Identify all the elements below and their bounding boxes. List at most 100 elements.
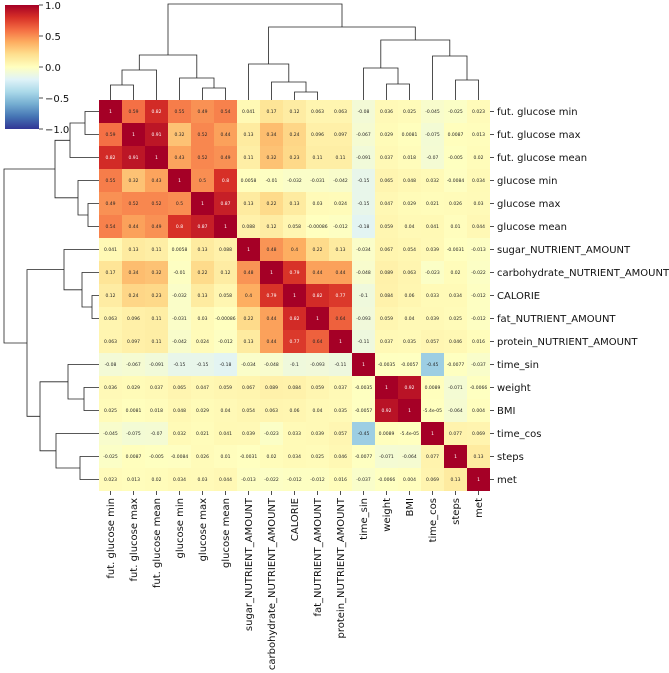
heatmap-cell-label: -0.064: [448, 408, 463, 414]
heatmap-cell: [329, 399, 352, 422]
heatmap-cell: [214, 123, 237, 146]
heatmap-cell: [283, 376, 306, 399]
heatmap-cell: [122, 215, 145, 238]
heatmap-cell-label: 0.4: [245, 293, 252, 299]
heatmap-cell: [283, 192, 306, 215]
heatmap-cell-label: 0.065: [380, 178, 393, 184]
heatmap-cell: [99, 307, 122, 330]
heatmap-cell-label: 0.4: [291, 247, 298, 253]
heatmap-cell-label: -0.0084: [171, 454, 189, 460]
heatmap-cell: [168, 330, 191, 353]
heatmap-cell-label: 0.036: [104, 385, 117, 391]
column-label: sugar_NUTRIENT_AMOUNT: [244, 497, 255, 631]
heatmap-cell: [145, 123, 168, 146]
row-label: weight: [497, 383, 531, 394]
heatmap-cell-label: 0.016: [334, 477, 347, 483]
heatmap-cell-label: 0.44: [312, 270, 322, 276]
heatmap-cell-label: -0.18: [358, 224, 370, 230]
heatmap-cell-label: -0.15: [174, 362, 186, 368]
heatmap-cell-label: 0.13: [450, 477, 460, 483]
heatmap-cell: [306, 353, 329, 376]
heatmap-cell-label: 0.037: [334, 385, 347, 391]
heatmap-cell: [444, 422, 467, 445]
heatmap-cell-label: 1: [477, 477, 480, 483]
heatmap-cell-label: -0.091: [356, 155, 371, 161]
heatmap-cell: [191, 399, 214, 422]
colorbar-tick-label: 0.0: [45, 63, 61, 74]
heatmap-cell: [352, 123, 375, 146]
heatmap-cell: [260, 261, 283, 284]
heatmap-cell: [421, 353, 444, 376]
heatmap-cell: [421, 238, 444, 261]
heatmap-cell-label: 0.025: [449, 316, 462, 322]
heatmap-cell-label: -0.012: [471, 293, 486, 299]
column-label: fat_NUTRIENT_AMOUNT: [313, 497, 324, 616]
heatmap-cell: [444, 123, 467, 146]
heatmap-cell: [421, 100, 444, 123]
heatmap-cell-label: 0.0058: [172, 247, 188, 253]
heatmap-cell: [467, 284, 490, 307]
heatmap-cell-label: 0.02: [151, 477, 161, 483]
heatmap-cell: [398, 261, 421, 284]
heatmap-cell-label: 0.11: [151, 316, 161, 322]
heatmap-cell-label: 0.034: [288, 454, 301, 460]
heatmap-cell: [421, 261, 444, 284]
heatmap-cell-label: 0.8: [176, 224, 183, 230]
heatmap-cell-label: 0.79: [289, 270, 299, 276]
heatmap-cell: [122, 100, 145, 123]
heatmap-cell: [467, 146, 490, 169]
heatmap-cell-label: 1: [155, 155, 158, 161]
heatmap-cell: [375, 100, 398, 123]
heatmap-cell-label: 0.069: [472, 431, 485, 437]
heatmap-cell: [191, 468, 214, 491]
heatmap-cell: [375, 445, 398, 468]
heatmap-cell: [444, 445, 467, 468]
heatmap-cell-label: 0.088: [242, 224, 255, 230]
column-label: fut. glucose min: [106, 498, 117, 579]
heatmap-cell: [421, 468, 444, 491]
heatmap-cell-label: -0.11: [335, 362, 347, 368]
heatmap-cell-label: 1: [316, 316, 319, 322]
heatmap-cell: [283, 330, 306, 353]
heatmap-cell-label: 0.037: [380, 155, 393, 161]
heatmap-cell-label: 0.059: [311, 385, 324, 391]
heatmap-cell: [168, 192, 191, 215]
heatmap-cell-label: -0.025: [448, 109, 463, 115]
colorbar-tick-label: 1.0: [45, 1, 61, 12]
heatmap-cell: [168, 468, 191, 491]
heatmap-cell-label: 0.06: [289, 408, 299, 414]
column-label: glucose max: [198, 498, 209, 561]
heatmap-cell-label: 0.52: [151, 201, 161, 207]
heatmap-cell-label: -0.01: [266, 178, 278, 184]
heatmap-cell: [168, 261, 191, 284]
heatmap-cell: [122, 169, 145, 192]
heatmap-cell-label: 0.13: [289, 201, 299, 207]
heatmap-cell-label: 0.029: [127, 385, 140, 391]
heatmap-cell-label: 1: [247, 247, 250, 253]
heatmap-cell: [398, 192, 421, 215]
heatmap-cell: [421, 284, 444, 307]
heatmap-cell-label: -0.012: [310, 477, 325, 483]
heatmap-cell-label: 0.92: [404, 385, 414, 391]
heatmap-cell-label: 0.023: [472, 109, 485, 115]
heatmap-cell-label: -0.022: [264, 477, 279, 483]
heatmap-cell: [260, 215, 283, 238]
heatmap-cell-label: -0.15: [358, 178, 370, 184]
heatmap-cell-label: 0.023: [104, 477, 117, 483]
heatmap-cell-label: 0.059: [380, 224, 393, 230]
row-label: fat_NUTRIENT_AMOUNT: [497, 314, 616, 325]
heatmap-cell-label: 0.82: [105, 155, 115, 161]
heatmap-cell-label: 0.024: [196, 339, 209, 345]
heatmap-cell: [352, 146, 375, 169]
row-label: CALORIE: [497, 291, 540, 302]
heatmap-cell-label: 0.22: [266, 201, 276, 207]
heatmap-cell: [191, 100, 214, 123]
heatmap-cell-label: 0.025: [311, 454, 324, 460]
heatmap-cell: [352, 238, 375, 261]
heatmap-cell: [214, 192, 237, 215]
heatmap-cell: [283, 123, 306, 146]
heatmap-cell-label: 0.03: [197, 477, 207, 483]
heatmap-cell: [145, 215, 168, 238]
heatmap-cell: [99, 123, 122, 146]
heatmap-cell-label: -0.01: [174, 270, 186, 276]
